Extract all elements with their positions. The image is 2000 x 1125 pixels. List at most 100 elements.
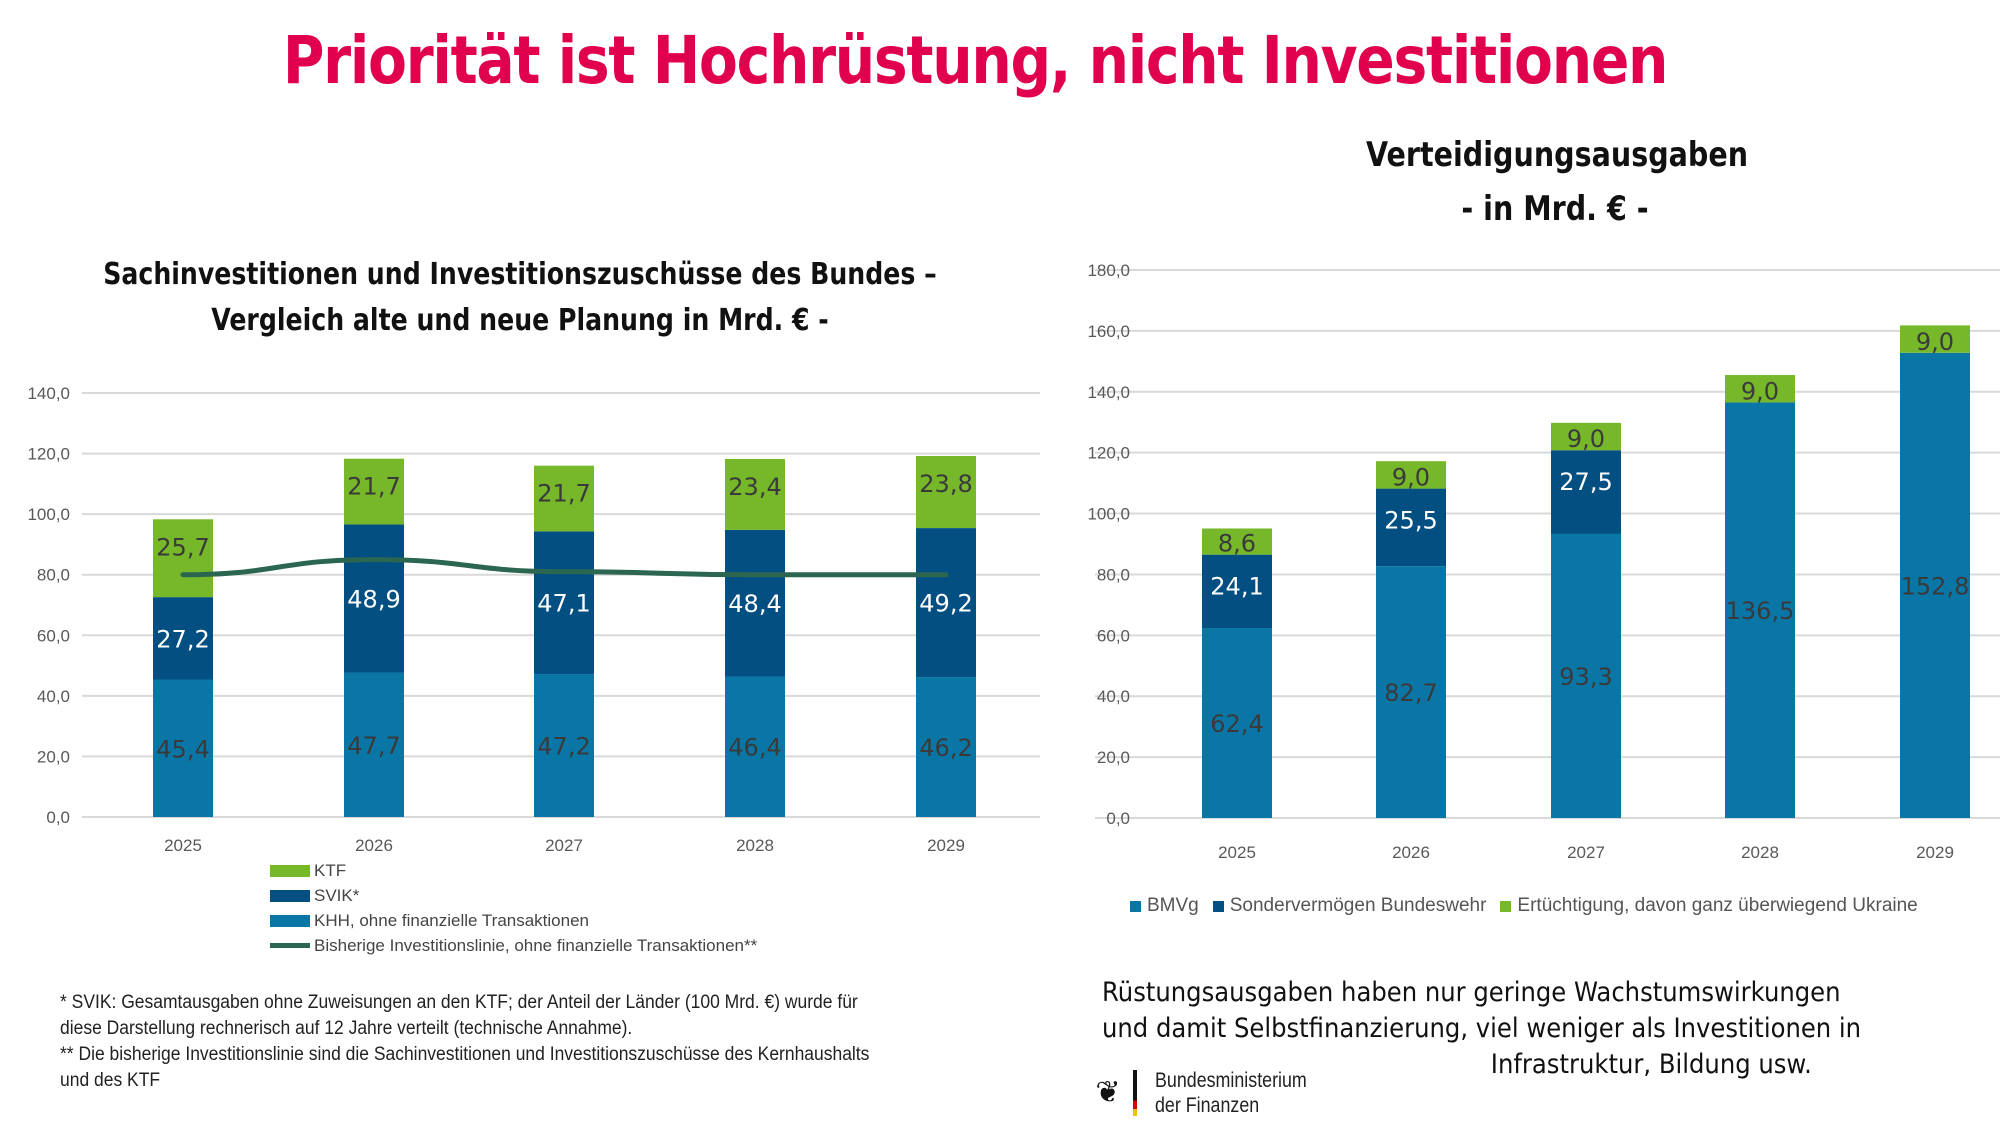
x-tick-label: 2025 — [164, 836, 202, 855]
legend-swatch-bmvg — [1130, 900, 1141, 912]
legend-swatch-line — [270, 943, 310, 948]
legend-swatch-sondervermoegen — [1212, 900, 1224, 912]
bar-segment-svik — [725, 529, 785, 677]
bar-segment-ktf — [1900, 325, 1970, 353]
legend-item-ktf: KTF — [270, 858, 757, 883]
legend-swatch-ertuechtigung — [1500, 900, 1512, 912]
footnote-line: diese Darstellung rechnerisch auf 12 Jah… — [60, 1018, 633, 1039]
bar-segment-svik — [1202, 554, 1272, 629]
bar-data-label: 9,0 — [1567, 425, 1605, 453]
bar-data-label: 21,7 — [347, 473, 400, 501]
bar-data-label: 46,4 — [728, 734, 781, 762]
bar-data-label: 45,4 — [156, 735, 209, 763]
bar-data-label: 62,4 — [1210, 710, 1263, 738]
legend-label: Sondervermögen Bundeswehr — [1229, 895, 1487, 916]
ministry-name: Bundesministerium der Finanzen — [1155, 1068, 1307, 1118]
footnotes: * SVIK: Gesamtausgaben ohne Zuweisungen … — [60, 990, 1050, 1094]
y-tick-label: 40,0 — [37, 687, 70, 706]
bar-data-label: 23,8 — [919, 470, 972, 498]
bar-segment-ktf — [725, 459, 785, 530]
legend-item-investment-line: Bisherige Investitionslinie, ohne finanz… — [270, 933, 757, 958]
y-tick-label: 100,0 — [1087, 505, 1130, 524]
legend-item-khh: KHH, ohne finanzielle Transaktionen — [270, 908, 757, 933]
bar-data-label: 47,7 — [347, 732, 400, 760]
slide-title: Priorität ist Hochrüstung, nicht Investi… — [282, 22, 1669, 99]
legend-item-sondervermoegen: Sondervermögen Bundeswehr — [1212, 895, 1487, 917]
footnote-line: * SVIK: Gesamtausgaben ohne Zuweisungen … — [60, 992, 858, 1013]
commentary-line: und damit Selbstfinanzierung, viel wenig… — [1102, 1013, 1862, 1044]
y-tick-label: 180,0 — [1087, 261, 1130, 280]
bar-data-label: 49,2 — [919, 590, 972, 618]
left-chart-legend: KTF SVIK* KHH, ohne finanzielle Transakt… — [270, 858, 757, 958]
bar-segment-ktf — [1551, 422, 1621, 451]
bar-data-label: 9,0 — [1741, 377, 1779, 405]
bar-segment-svik — [153, 597, 213, 680]
investment-line — [180, 557, 949, 578]
bar-segment-ktf — [1202, 528, 1272, 555]
bar-segment-khh — [1376, 566, 1446, 818]
left-chart-title-line1: Sachinvestitionen und Investitionszuschü… — [103, 257, 937, 292]
ministry-name-line1: Bundesministerium — [1155, 1069, 1307, 1092]
right-chart-title-line2: - in Mrd. € - — [1461, 189, 1649, 229]
bar-data-label: 46,2 — [919, 734, 972, 762]
commentary-text: Rüstungsausgaben haben nur geringe Wachs… — [1102, 975, 1952, 1083]
bar-data-label: 9,0 — [1916, 328, 1954, 356]
bar-segment-khh — [916, 677, 976, 817]
legend-item-bmvg: BMVg — [1130, 895, 1199, 917]
legend-item-svik: SVIK* — [270, 883, 757, 908]
x-tick-label: 2028 — [1741, 843, 1779, 862]
x-tick-label: 2026 — [1392, 843, 1430, 862]
y-tick-label: 60,0 — [1097, 626, 1130, 645]
footnote-line: ** Die bisherige Investitionslinie sind … — [60, 1044, 870, 1065]
y-tick-label: 140,0 — [27, 384, 70, 403]
bar-segment-khh — [153, 679, 213, 817]
y-tick-label: 140,0 — [1087, 383, 1130, 402]
y-tick-label: 120,0 — [1087, 444, 1130, 463]
bar-data-label: 82,7 — [1384, 679, 1437, 707]
x-tick-label: 2028 — [736, 836, 774, 855]
bar-data-label: 24,1 — [1210, 573, 1263, 601]
y-tick-label: 160,0 — [1087, 322, 1130, 341]
legend-label: Bisherige Investitionslinie, ohne finanz… — [314, 935, 758, 955]
bar-data-label: 25,5 — [1384, 507, 1437, 535]
bar-data-label: 136,5 — [1726, 597, 1795, 625]
y-tick-label: 0,0 — [1106, 809, 1130, 828]
legend-label: SVIK* — [314, 885, 360, 905]
bar-segment-ktf — [1725, 375, 1795, 403]
bar-data-label: 25,7 — [156, 533, 209, 561]
ministry-name-line2: der Finanzen — [1155, 1094, 1260, 1117]
bar-segment-svik — [344, 524, 404, 673]
bar-segment-khh — [344, 672, 404, 817]
y-tick-label: 80,0 — [37, 566, 70, 585]
bar-data-label: 9,0 — [1392, 464, 1430, 492]
legend-label: BMVg — [1147, 895, 1199, 916]
bar-data-label: 21,7 — [537, 480, 590, 508]
bar-segment-khh — [1551, 533, 1621, 818]
legend-label: Ertüchtigung, davon ganz überwiegend Ukr… — [1517, 895, 1918, 916]
left-chart-title: Sachinvestitionen und Investitionszuschü… — [100, 252, 940, 344]
bar-segment-khh — [1725, 402, 1795, 818]
commentary-line: Rüstungsausgaben haben nur geringe Wachs… — [1102, 977, 1841, 1008]
bar-data-label: 48,4 — [728, 590, 781, 618]
right-chart-title-line1: Verteidigungsausgaben — [1366, 135, 1749, 175]
bar-segment-svik — [1551, 450, 1621, 534]
x-tick-label: 2026 — [355, 836, 393, 855]
legend-label: KHH, ohne finanzielle Transaktionen — [314, 910, 589, 930]
left-chart-title-line2: Vergleich alte und neue Planung in Mrd. … — [211, 303, 829, 338]
bar-data-label: 48,9 — [347, 585, 400, 613]
y-tick-label: 0,0 — [46, 808, 70, 827]
x-tick-label: 2029 — [927, 836, 965, 855]
bar-segment-khh — [1900, 352, 1970, 818]
investment-chart: 0,0 20,0 40,0 60,0 80,0 100,0 120,0 140,0 45,4 27… — [27, 384, 1040, 855]
legend-item-ertuechtigung: Ertüchtigung, davon ganz überwiegend Ukr… — [1500, 895, 1918, 917]
bar-segment-khh — [1202, 628, 1272, 818]
legend-swatch-khh — [270, 914, 310, 927]
federal-eagle-icon: ❦ — [1095, 1076, 1121, 1109]
legend-label: KTF — [314, 860, 347, 880]
y-tick-label: 80,0 — [1097, 565, 1130, 584]
y-tick-label: 40,0 — [1097, 687, 1130, 706]
ministry-logo: ❦ Bundesministerium der Finanzen — [1093, 1068, 1334, 1118]
legend-swatch-svik — [270, 889, 310, 902]
y-tick-label: 100,0 — [27, 505, 70, 524]
